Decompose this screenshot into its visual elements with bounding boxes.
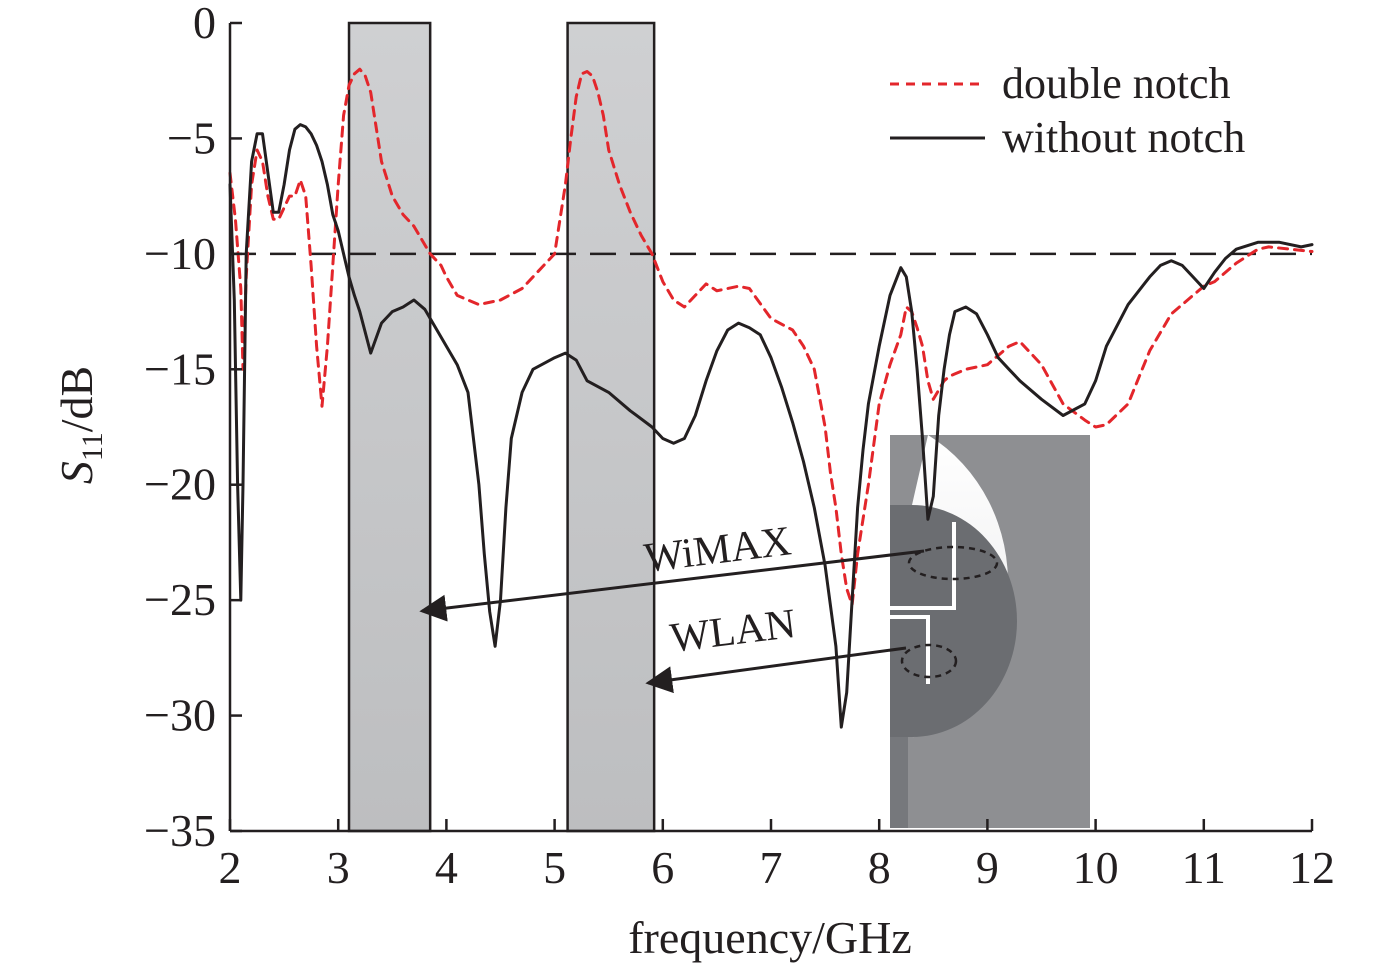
ticks: 2 3 4 5 6 7 8 9 10 11 12 0 −5 −10 −15 −20 −25 −30 −35 xyxy=(144,0,1335,893)
legend-label-without-notch: without notch xyxy=(1002,113,1245,162)
y-tick-label: −30 xyxy=(144,690,216,741)
x-tick-label: 8 xyxy=(868,842,891,893)
y-tick-label: −15 xyxy=(144,343,216,394)
y-axis-title: S11/dB xyxy=(51,366,109,484)
y-axis-title-subscript: 11 xyxy=(76,432,109,461)
x-tick-label: 3 xyxy=(327,842,350,893)
y-tick-label: −5 xyxy=(167,112,216,163)
x-tick-label: 11 xyxy=(1182,842,1226,893)
x-tick-label: 7 xyxy=(760,842,783,893)
series-line-without-notch xyxy=(228,123,1314,729)
antenna-structure-diagram xyxy=(890,435,1090,828)
y-tick-label: −25 xyxy=(144,574,216,625)
antenna-patch xyxy=(890,505,1017,737)
y-tick-label: −20 xyxy=(144,459,216,510)
x-tick-label: 6 xyxy=(651,842,674,893)
wimax-arrow xyxy=(419,549,925,622)
y-axis-title-main: S xyxy=(51,461,102,484)
series-line-double-notch xyxy=(228,67,1314,607)
x-tick-label: 10 xyxy=(1073,842,1119,893)
x-tick-label: 12 xyxy=(1289,842,1335,893)
legend-label-double-notch: double notch xyxy=(1002,59,1231,108)
y-tick-label: −35 xyxy=(144,805,216,856)
wlan-slot xyxy=(890,615,930,684)
series-layer xyxy=(228,67,1314,729)
wlan-slot-marker xyxy=(900,643,958,679)
wimax-slot-marker xyxy=(907,545,999,581)
x-axis-title: frequency/GHz xyxy=(628,912,912,963)
wlan-label: WLAN xyxy=(668,601,799,662)
wimax-slot xyxy=(890,522,956,610)
shaded-band-1 xyxy=(347,21,432,833)
wlan-arrow xyxy=(645,646,907,694)
shaded-band-2 xyxy=(566,21,656,833)
x-tick-label: 5 xyxy=(543,842,566,893)
y-tick-label: −10 xyxy=(144,228,216,279)
y-axis-title-suffix: /dB xyxy=(51,366,102,432)
wimax-label: WiMAX xyxy=(642,518,794,582)
x-tick-label: 4 xyxy=(435,842,458,893)
antenna-feed-line xyxy=(890,737,908,828)
x-tick-label: 2 xyxy=(219,842,242,893)
x-tick-label: 9 xyxy=(976,842,999,893)
legend: double notch without notch xyxy=(890,59,1245,162)
y-tick-label: 0 xyxy=(193,0,216,48)
